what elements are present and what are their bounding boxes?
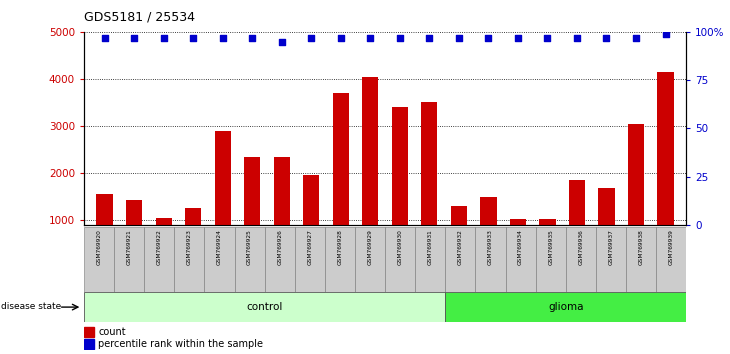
- Text: GSM769924: GSM769924: [217, 229, 222, 265]
- Text: GSM769936: GSM769936: [578, 229, 583, 265]
- Bar: [421, 102, 437, 267]
- Point: [630, 35, 642, 40]
- Point: [217, 35, 228, 40]
- Text: GSM769921: GSM769921: [126, 229, 131, 265]
- Bar: [658, 72, 674, 267]
- Bar: [539, 219, 556, 267]
- Bar: [385, 227, 415, 292]
- Text: GSM769932: GSM769932: [458, 229, 463, 265]
- Bar: [96, 194, 112, 267]
- Bar: [480, 198, 496, 267]
- Bar: [114, 227, 145, 292]
- Bar: [274, 156, 290, 267]
- Bar: [505, 227, 536, 292]
- Text: count: count: [98, 327, 126, 337]
- Text: GSM769934: GSM769934: [518, 229, 523, 265]
- Bar: [295, 227, 325, 292]
- Bar: [185, 208, 201, 267]
- Text: GSM769928: GSM769928: [337, 229, 342, 265]
- Text: GSM769920: GSM769920: [96, 229, 101, 265]
- Text: GDS5181 / 25534: GDS5181 / 25534: [84, 11, 195, 24]
- Bar: [536, 227, 566, 292]
- Bar: [145, 227, 174, 292]
- Bar: [569, 180, 585, 267]
- Text: GSM769923: GSM769923: [187, 229, 192, 265]
- Bar: [656, 227, 686, 292]
- Point: [188, 35, 199, 40]
- Bar: [264, 227, 295, 292]
- Point: [305, 35, 317, 40]
- Point: [99, 35, 110, 40]
- Bar: [510, 219, 526, 267]
- Text: GSM769926: GSM769926: [277, 229, 283, 265]
- Bar: [215, 131, 231, 267]
- Point: [394, 35, 406, 40]
- Text: disease state: disease state: [1, 302, 62, 312]
- Bar: [355, 227, 385, 292]
- Bar: [126, 200, 142, 267]
- Bar: [84, 339, 94, 349]
- Bar: [204, 227, 234, 292]
- Text: GSM769935: GSM769935: [548, 229, 553, 265]
- Text: GSM769938: GSM769938: [639, 229, 644, 265]
- Bar: [599, 188, 615, 267]
- Bar: [325, 227, 355, 292]
- Bar: [362, 76, 378, 267]
- Text: GSM769929: GSM769929: [367, 229, 372, 265]
- Text: GSM769925: GSM769925: [247, 229, 252, 265]
- Bar: [596, 227, 626, 292]
- Text: GSM769931: GSM769931: [428, 229, 433, 265]
- Point: [247, 35, 258, 40]
- Bar: [626, 227, 656, 292]
- Point: [335, 35, 347, 40]
- Text: GSM769939: GSM769939: [669, 229, 674, 265]
- Bar: [234, 227, 264, 292]
- Bar: [450, 206, 467, 267]
- Text: control: control: [247, 302, 283, 312]
- Point: [364, 35, 376, 40]
- Point: [158, 35, 169, 40]
- Point: [483, 35, 494, 40]
- Point: [542, 35, 553, 40]
- Bar: [566, 227, 596, 292]
- Bar: [628, 124, 644, 267]
- Text: glioma: glioma: [548, 302, 583, 312]
- Bar: [445, 292, 686, 322]
- Text: GSM769922: GSM769922: [157, 229, 162, 265]
- Bar: [445, 227, 475, 292]
- Bar: [415, 227, 445, 292]
- Bar: [475, 227, 505, 292]
- Point: [423, 35, 435, 40]
- Point: [601, 35, 612, 40]
- Point: [571, 35, 583, 40]
- Point: [512, 35, 523, 40]
- Text: GSM769933: GSM769933: [488, 229, 493, 265]
- Bar: [155, 218, 172, 267]
- Point: [276, 39, 288, 44]
- Text: GSM769927: GSM769927: [307, 229, 312, 265]
- Text: GSM769930: GSM769930: [398, 229, 403, 265]
- Bar: [333, 93, 349, 267]
- Text: percentile rank within the sample: percentile rank within the sample: [98, 339, 263, 349]
- Bar: [84, 292, 445, 322]
- Bar: [392, 107, 408, 267]
- Point: [660, 31, 672, 36]
- Point: [453, 35, 465, 40]
- Point: [128, 35, 140, 40]
- Text: GSM769937: GSM769937: [608, 229, 613, 265]
- Bar: [174, 227, 204, 292]
- Bar: [244, 156, 261, 267]
- Bar: [303, 175, 320, 267]
- Bar: [84, 327, 94, 337]
- Bar: [84, 227, 114, 292]
